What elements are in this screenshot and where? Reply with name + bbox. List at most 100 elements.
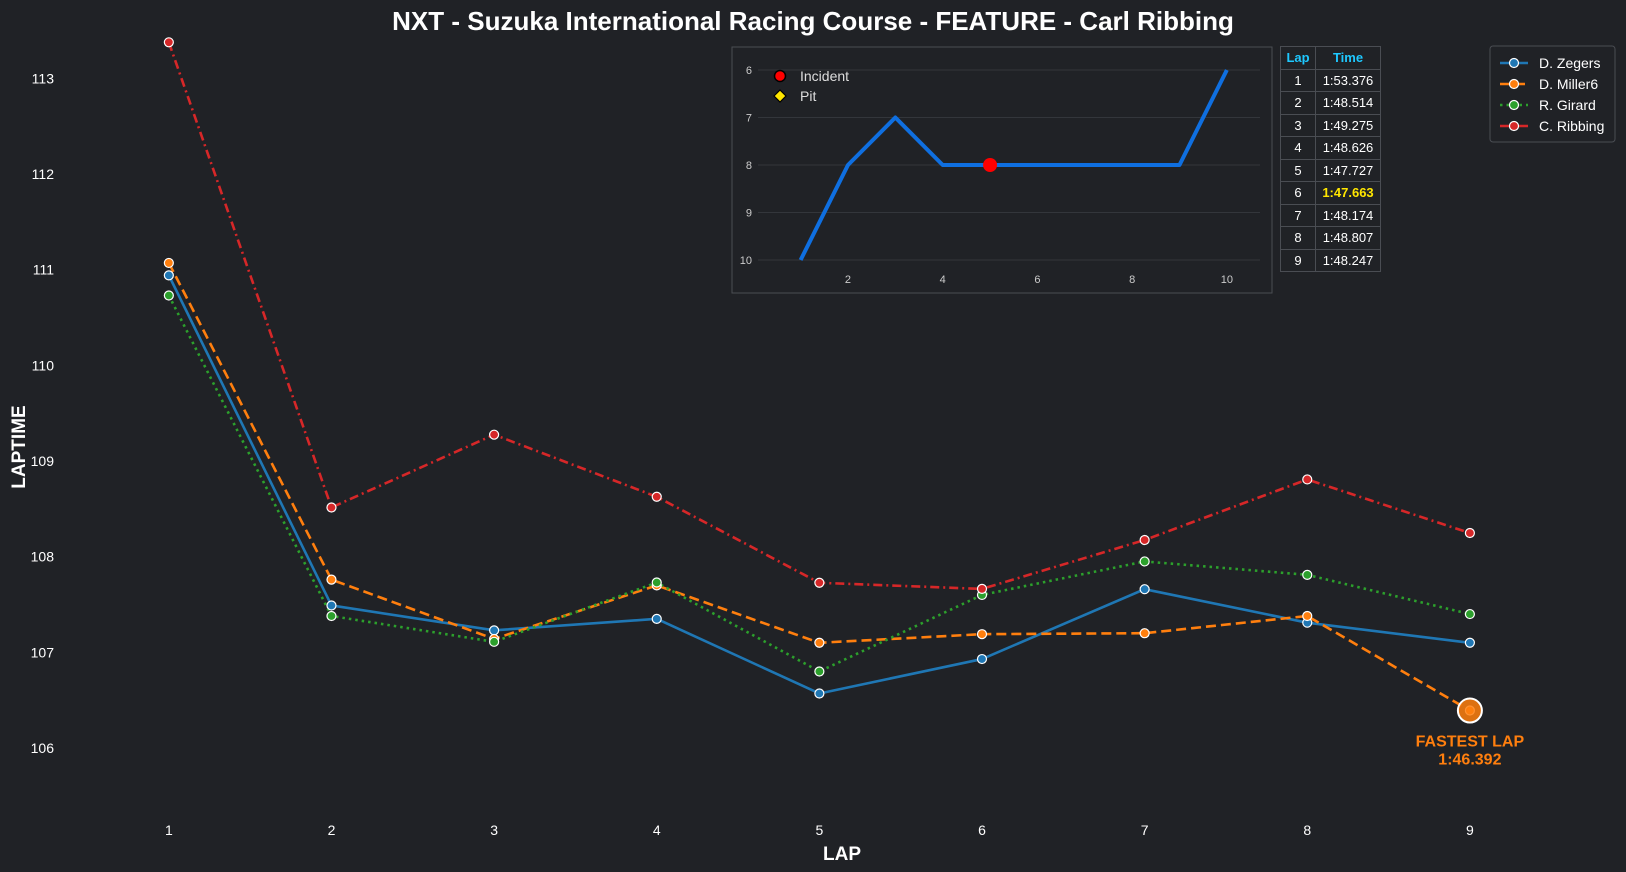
data-point	[1139, 534, 1150, 546]
lap-number-cell: 6	[1280, 181, 1316, 205]
data-point	[326, 502, 337, 513]
data-point	[1464, 637, 1475, 648]
lap-time-cell: 1:48.514	[1315, 91, 1381, 115]
lap-time-cell: 1:53.376	[1315, 68, 1381, 92]
x-tick-label: 3	[490, 822, 498, 838]
inset-position-line	[798, 69, 1229, 261]
lap-header: Lap	[1280, 46, 1316, 70]
lap-number-cell: 9	[1280, 248, 1316, 272]
y-tick-label: 108	[31, 549, 55, 565]
data-point	[489, 429, 500, 440]
lap-table-row: 8 1:48.807	[1280, 226, 1381, 250]
data-point	[489, 636, 500, 647]
inset-x-tick-label: 4	[940, 274, 946, 286]
y-tick-label: 109	[31, 453, 55, 469]
x-tick-label: 7	[1141, 822, 1149, 838]
inset-y-tick-label: 7	[746, 113, 752, 125]
y-tick-label: 107	[31, 644, 55, 660]
legend-label: C. Ribbing	[1539, 118, 1604, 134]
inset-y-tick-label: 8	[746, 160, 752, 172]
y-tick-label: 111	[33, 262, 54, 278]
lap-time-cell: 1:49.275	[1315, 113, 1381, 137]
lap-time-table: Lap Time 1 1:53.376 2 1:48.514 3 1:49.275 4 1:4…	[1280, 46, 1381, 272]
legend-label: D. Zegers	[1539, 55, 1600, 71]
y-tick-label: 106	[31, 740, 55, 756]
data-point	[976, 653, 988, 665]
data-point	[1464, 527, 1475, 539]
y-tick-label: 110	[32, 357, 55, 373]
fastest-lap-label: FASTEST LAP	[1416, 734, 1525, 751]
data-point	[326, 574, 337, 585]
data-point	[163, 37, 174, 48]
lap-time-cell: 1:48.174	[1315, 203, 1381, 227]
inset-x-tick-label: 6	[1034, 274, 1040, 286]
lap-time-cell: 1:48.247	[1315, 248, 1381, 272]
chart-legend: D. Zegers D. Miller6 R. Girard C. Ribbing	[1489, 45, 1616, 143]
legend-marker	[1508, 120, 1520, 132]
lap-table-row: 2 1:48.514	[1280, 91, 1381, 115]
fastest-lap-marker	[1456, 697, 1483, 724]
lap-number-cell: 3	[1280, 113, 1316, 137]
lap-table-row: 4 1:48.626	[1280, 136, 1381, 160]
x-tick-label: 1	[165, 822, 173, 838]
legend-marker	[1508, 57, 1520, 69]
data-point	[1302, 474, 1313, 485]
lap-table-row: 5 1:47.727	[1280, 158, 1381, 182]
lap-time-cell: 1:48.626	[1315, 136, 1381, 160]
lap-table-row: 9 1:48.247	[1280, 248, 1381, 272]
inset-x-tick-label: 2	[845, 274, 851, 286]
data-point	[1302, 569, 1313, 580]
legend-marker	[1508, 78, 1520, 90]
lap-table-row: 3 1:49.275	[1280, 113, 1381, 137]
data-point	[1302, 610, 1313, 622]
lap-table-row: 7 1:48.174	[1280, 203, 1381, 227]
inset-y-tick-label: 6	[746, 65, 752, 77]
data-point	[163, 257, 174, 269]
lap-number-cell: 4	[1280, 136, 1316, 160]
lap-time-cell: 1:47.727	[1315, 158, 1381, 182]
y-tick-label: 113	[32, 70, 55, 86]
data-point	[326, 610, 337, 622]
legend-frame	[1489, 45, 1616, 143]
inset-x-tick-label: 10	[1221, 274, 1233, 286]
x-tick-label: 2	[328, 822, 336, 838]
y-tick-labels: 106 107 108 109 110 111 112 113	[31, 70, 55, 756]
lap-time-cell: 1:48.807	[1315, 226, 1381, 250]
data-point	[814, 666, 825, 677]
pit-legend-label: Pit	[800, 88, 816, 104]
lap-table-header: Lap Time	[1280, 46, 1381, 70]
data-point	[1139, 556, 1150, 567]
legend-marker	[1508, 99, 1520, 111]
data-point	[1464, 608, 1475, 620]
legend-label: D. Miller6	[1539, 76, 1598, 92]
lap-number-cell: 1	[1280, 68, 1316, 92]
lap-number-cell: 8	[1280, 226, 1316, 250]
data-point	[651, 613, 662, 624]
x-tick-label: 5	[815, 822, 823, 838]
lap-number-cell: 2	[1280, 91, 1316, 115]
x-tick-label: 4	[653, 822, 661, 838]
x-tick-label: 9	[1466, 822, 1474, 838]
x-axis-label: LAP	[823, 844, 861, 865]
data-point	[651, 491, 662, 502]
lap-time-cell: 1:47.663	[1315, 181, 1381, 205]
x-tick-label: 8	[1303, 822, 1311, 838]
data-point	[814, 688, 825, 699]
inset-y-tick-label: 10	[740, 255, 752, 267]
data-point	[326, 600, 337, 611]
inset-y-tick-labels: 6 7 8 9 10	[740, 65, 752, 267]
incident-marker	[983, 158, 998, 172]
data-point	[1139, 628, 1150, 639]
inset-y-tick-label: 9	[746, 208, 752, 220]
lap-table-row: 6 1:47.663	[1280, 181, 1381, 205]
data-point	[489, 625, 500, 636]
data-point	[651, 577, 662, 588]
data-point	[976, 629, 988, 640]
data-point	[976, 583, 988, 595]
lap-number-cell: 7	[1280, 203, 1316, 227]
position-inset-chart: 6 7 8 9 10 2 4 6 8 10 Incident Pit	[731, 46, 1273, 294]
inset-x-tick-labels: 2 4 6 8 10	[845, 274, 1233, 286]
data-point	[163, 270, 174, 281]
